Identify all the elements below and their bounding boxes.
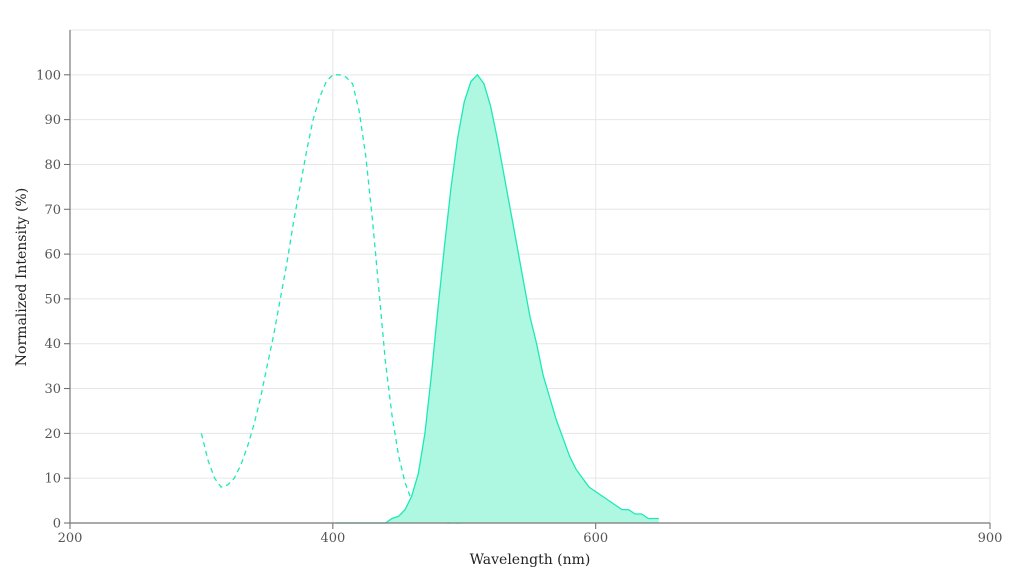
axes bbox=[64, 30, 991, 529]
y-tick-label: 90 bbox=[44, 113, 61, 128]
y-axis-label: Normalized Intensity (%) bbox=[14, 188, 30, 366]
x-axis-label: Wavelength (nm) bbox=[470, 552, 591, 568]
emission-line bbox=[335, 73, 659, 524]
y-tick-label: 50 bbox=[44, 292, 61, 307]
y-tick-label: 30 bbox=[44, 382, 61, 397]
y-tick-label: 80 bbox=[44, 158, 61, 173]
y-tick-label: 20 bbox=[44, 427, 61, 442]
y-tick-label: 60 bbox=[44, 248, 61, 263]
excitation-line bbox=[200, 74, 465, 524]
x-tick-label: 900 bbox=[978, 531, 1003, 546]
y-tick-label: 70 bbox=[44, 203, 61, 218]
tick-labels: 0 10 20 30 40 50 60 70 80 90 100 200 400 600 900 bbox=[36, 68, 1002, 546]
y-tick-label: 0 bbox=[53, 517, 61, 532]
x-tick-label: 400 bbox=[320, 531, 345, 546]
x-tick-label: 600 bbox=[583, 531, 608, 546]
plot-area bbox=[200, 73, 659, 524]
y-tick-label: 100 bbox=[36, 68, 61, 83]
y-tick-label: 40 bbox=[44, 337, 61, 352]
x-tick-label: 200 bbox=[58, 531, 83, 546]
emission-area bbox=[335, 74, 659, 524]
y-tick-label: 10 bbox=[44, 472, 61, 487]
